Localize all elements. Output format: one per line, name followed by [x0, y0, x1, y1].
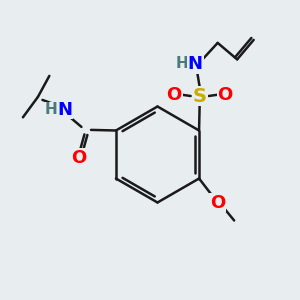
Text: N: N — [188, 55, 203, 73]
Text: H: H — [175, 56, 188, 71]
Text: H: H — [45, 102, 58, 117]
Text: O: O — [167, 85, 182, 103]
Text: O: O — [210, 194, 225, 211]
Text: O: O — [218, 85, 233, 103]
Text: O: O — [71, 149, 87, 167]
Text: N: N — [57, 100, 72, 118]
Text: S: S — [193, 86, 207, 106]
